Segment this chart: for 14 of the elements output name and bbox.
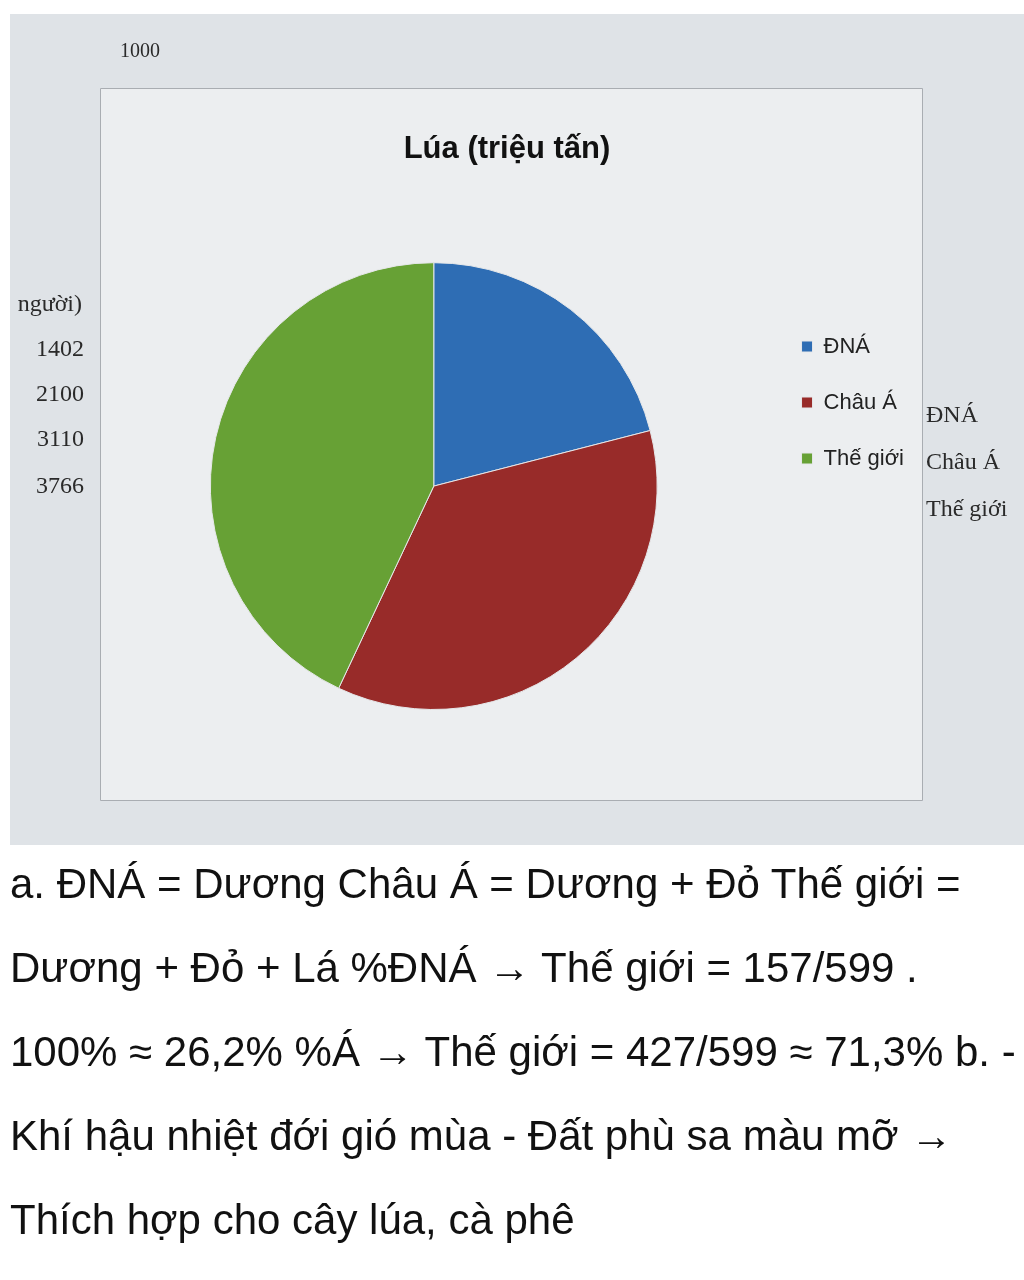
text: 1402 xyxy=(36,335,84,362)
legend-label: Châu Á xyxy=(823,388,898,414)
text: 1000 xyxy=(120,39,160,62)
text: a. ĐNÁ = Dương Châu Á = Dương + Đỏ Thế giới = Dương + Đỏ + Lá %ĐNÁ → Thế giới = 157/599 . 100% ≈ 26,2% %Á → Thế giới = 427/599 ≈ 71,3% b. - Khí hậu nhiệt đới gió mùa - Đất phù sa màu mỡ → Thích hợp cho cây lúa, cà phê xyxy=(10,860,1016,1243)
text: Thế giới xyxy=(926,495,1008,522)
text: 3766 xyxy=(36,472,84,499)
text: 3110 xyxy=(36,425,84,452)
text: 2100 xyxy=(36,380,84,407)
text: Châu Á xyxy=(926,448,1001,475)
legend-label: Thế giới xyxy=(823,444,905,470)
legend-label: ĐNÁ xyxy=(823,332,871,358)
text: ĐNÁ xyxy=(926,401,979,428)
text: người) xyxy=(17,290,82,317)
chart-title: Lúa (triệu tấn) xyxy=(403,130,611,166)
